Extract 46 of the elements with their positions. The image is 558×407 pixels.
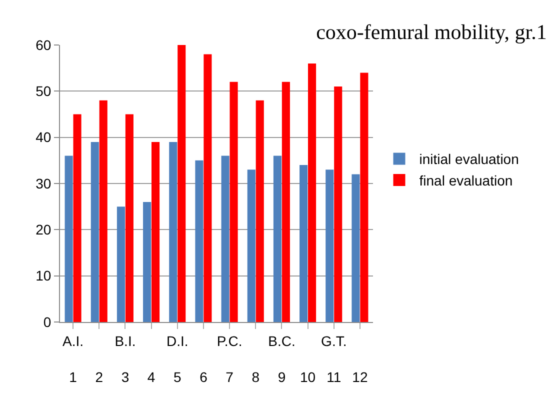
y-tick-label: 40 <box>36 129 52 146</box>
category-label: P.C. 7 <box>216 332 242 386</box>
x-tick-label: 4 <box>147 369 156 386</box>
y-tick-label: 20 <box>36 222 52 238</box>
y-tick-label: 10 <box>36 268 52 284</box>
bar <box>116 206 125 322</box>
bar <box>326 170 334 322</box>
category-label: G.T. 11 <box>321 332 347 386</box>
bar <box>360 72 368 322</box>
bar <box>273 156 282 322</box>
y-tick-label: 0 <box>43 314 52 330</box>
category-label: B.C. 9 <box>268 332 296 386</box>
bar <box>334 86 342 322</box>
bar <box>143 202 152 322</box>
bar <box>125 114 134 322</box>
bar <box>221 156 230 322</box>
bar <box>204 54 212 322</box>
y-tick-label: 30 <box>36 175 52 192</box>
x-tick-label: 12 <box>352 369 368 386</box>
category-label: D.I. 5 <box>166 332 188 386</box>
bar <box>90 142 99 322</box>
x-tick-label: 8 <box>252 369 260 386</box>
text: coxo-femural mobility, gr.1 <box>316 20 547 44</box>
y-tick-label: 60 <box>36 36 52 53</box>
x-tick-label: 2 <box>95 369 104 386</box>
category-label: A.I. 1 <box>62 332 84 386</box>
bar <box>308 63 316 322</box>
bar <box>195 160 204 322</box>
x-tick-label: 10 <box>300 369 316 386</box>
y-tick-label: 50 <box>36 83 52 100</box>
bar <box>99 100 108 322</box>
bar <box>64 156 73 322</box>
bar <box>352 174 360 322</box>
bar <box>169 142 178 322</box>
bar <box>256 100 264 322</box>
legend-label: initial evaluation <box>419 151 519 168</box>
legend-label: final evaluation <box>419 172 513 188</box>
bar <box>230 82 238 322</box>
bar <box>282 82 290 322</box>
category-label: B.I. 3 <box>114 332 136 386</box>
bar <box>152 142 160 322</box>
bar <box>300 165 308 322</box>
bar <box>247 170 256 322</box>
x-tick-label: 6 <box>200 369 208 386</box>
bar <box>73 114 82 322</box>
bar <box>178 45 186 322</box>
